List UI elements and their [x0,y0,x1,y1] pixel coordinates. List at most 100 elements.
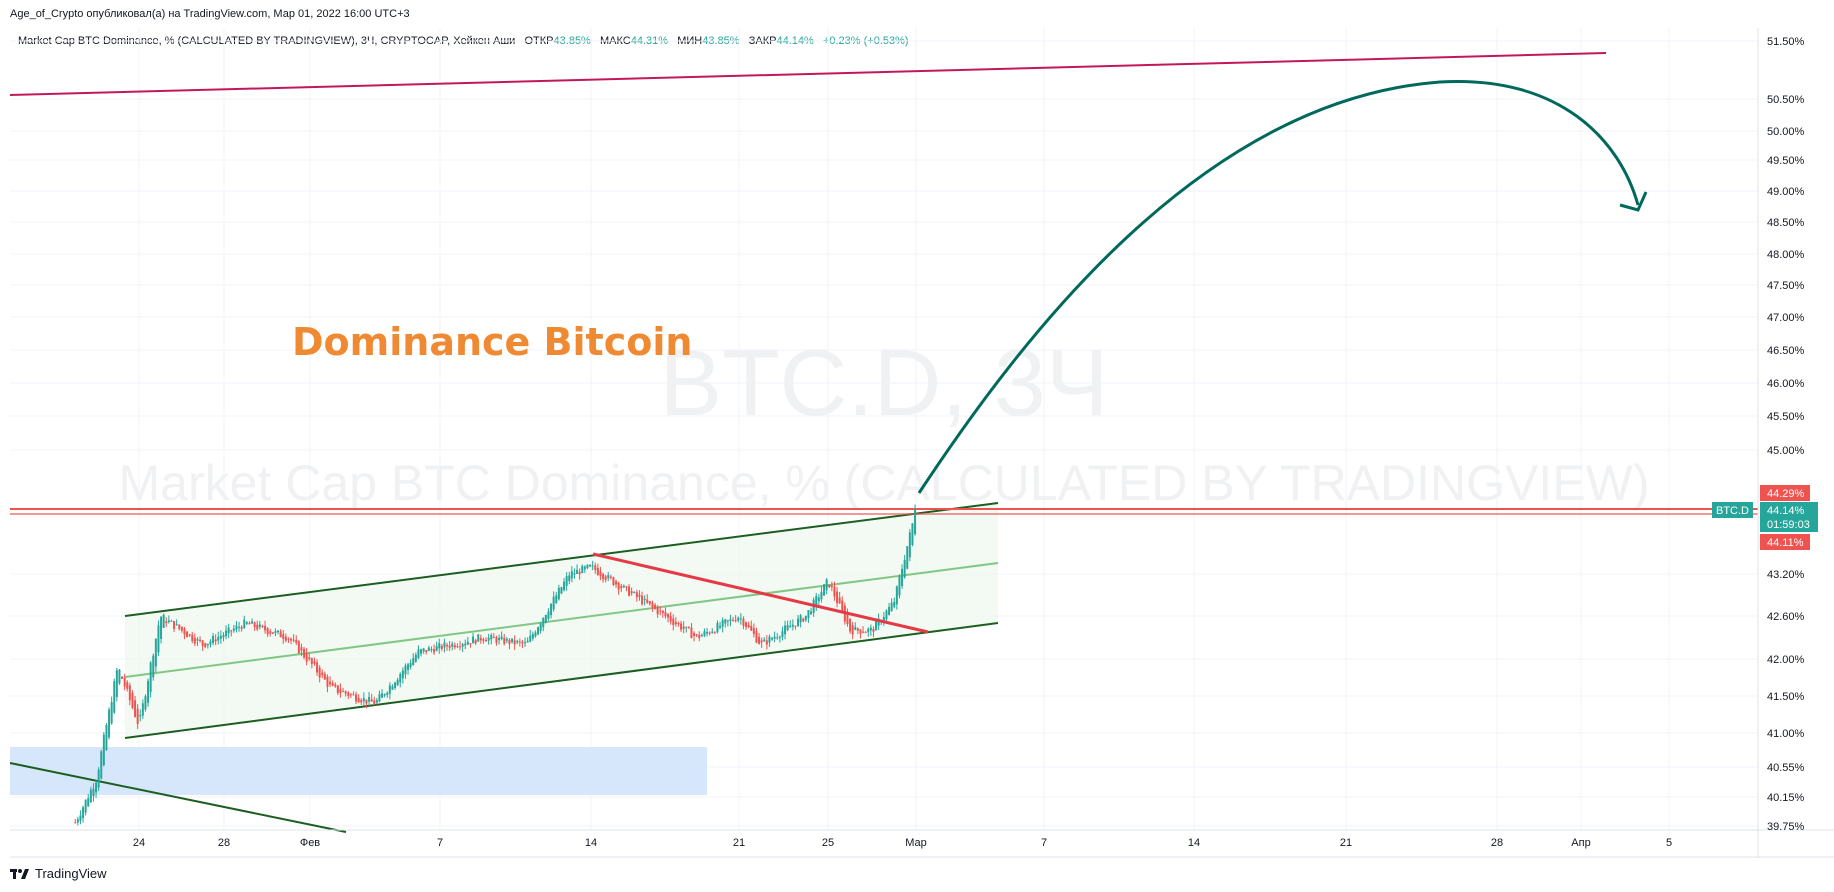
candle-down [628,586,631,596]
candle-down [287,638,290,640]
price-axis[interactable]: 51.50% 50.50% 50.00% 49.50% 49.00% 48.50% 48.0… [1767,36,1805,833]
candle-down [672,618,675,626]
time-tick-label: 21 [1340,837,1352,849]
candle-up [914,509,917,535]
candle-down [456,646,459,648]
candle-down [687,627,690,629]
channel-mid-line[interactable] [124,562,999,678]
candle-series [74,504,917,826]
candle-down [578,571,581,575]
candle-down [308,657,311,660]
price-tick-label: 47.00% [1767,312,1805,324]
candle-down [344,691,347,694]
candle-up [589,564,592,567]
time-tick-label: 14 [585,837,597,849]
symbol-badge: BTC.D [1716,505,1749,517]
price-badges: 44.29% BTC.D 44.14% 01:59:03 44.11% [1712,485,1818,550]
candle-up [139,714,142,717]
candle-down [326,676,329,687]
time-axis[interactable]: 24 28 Фев 7 14 21 25 Мар 7 14 21 28 Апр 5 [133,837,1672,849]
candle-down [131,692,134,708]
candle-up [797,618,800,626]
chart-grid [10,28,1758,830]
candle-down [846,613,849,625]
candle-down [186,631,189,638]
channel-lower-line[interactable] [124,622,999,739]
candle-up [245,622,248,624]
price-tick-label: 42.00% [1767,654,1805,666]
candle-down [659,610,662,612]
candle-up [573,573,576,575]
time-tick-label: 21 [733,837,745,849]
candle-up [175,624,178,626]
candle-down [599,571,602,577]
candle-up [412,658,415,666]
annotation-text[interactable]: Dominance Bitcoin [292,320,692,364]
candle-up [417,649,420,659]
candle-down [193,637,196,644]
time-tick-label: Мар [905,837,927,849]
candle-down [310,658,313,665]
price-tick-label: 51.50% [1767,36,1805,48]
candle-down [638,594,641,597]
top-trend-line[interactable] [9,52,1607,96]
candle-down [331,683,334,686]
candle-down [128,685,131,701]
descending-trend-line[interactable] [592,552,929,634]
candle-up [560,587,563,594]
candle-up [823,584,826,596]
candle-up [869,627,872,631]
candle-down [760,640,763,643]
candle-down [479,637,482,641]
watermark-symbol: BTC.D, 3Ч [659,330,1108,435]
candle-up [784,625,787,635]
candle-down [742,618,745,626]
candle-down [334,684,337,687]
candle-down [360,700,363,703]
candle-up [404,665,407,675]
lower-diagonal-line[interactable] [9,762,347,833]
price-tick-label: 43.20% [1767,569,1805,581]
candle-up [825,579,828,590]
channel-upper-line[interactable] [124,502,999,617]
candle-down [201,640,204,646]
candle-down [617,582,620,590]
support-zone[interactable] [10,747,707,795]
candle-up [888,606,891,615]
candle-up [149,662,152,692]
candle-down [248,622,251,625]
candle-up [170,620,173,622]
projection-arrow[interactable] [917,79,1640,494]
candle-down [305,653,308,662]
candle-down [336,685,339,693]
candle-down [646,599,649,603]
candle-up [95,782,98,793]
candle-up [258,624,261,628]
projection-arrowhead[interactable] [1619,191,1648,212]
price-tick-label: 46.50% [1767,345,1805,357]
candle-down [508,639,511,645]
candle-up [903,559,906,578]
candle-down [188,634,191,636]
candle-down [433,649,436,653]
candle-up [225,630,228,637]
candle-down [214,639,217,642]
candle-down [492,637,495,639]
candle-up [115,670,118,697]
time-tick-label: 7 [1041,837,1047,849]
candle-up [217,636,220,641]
footer-brand[interactable]: TradingView [10,866,107,881]
candle-up [251,621,254,624]
candle-down [303,648,306,658]
candle-up [243,619,246,629]
candle-down [674,621,677,625]
candle-up [516,640,519,643]
candle-down [693,632,696,636]
price-tick-label: 46.00% [1767,378,1805,390]
candle-down [485,639,488,642]
time-tick-label: 28 [1491,837,1503,849]
candle-down [596,567,599,575]
time-tick-label: Апр [1571,837,1590,849]
candle-up [563,581,566,591]
